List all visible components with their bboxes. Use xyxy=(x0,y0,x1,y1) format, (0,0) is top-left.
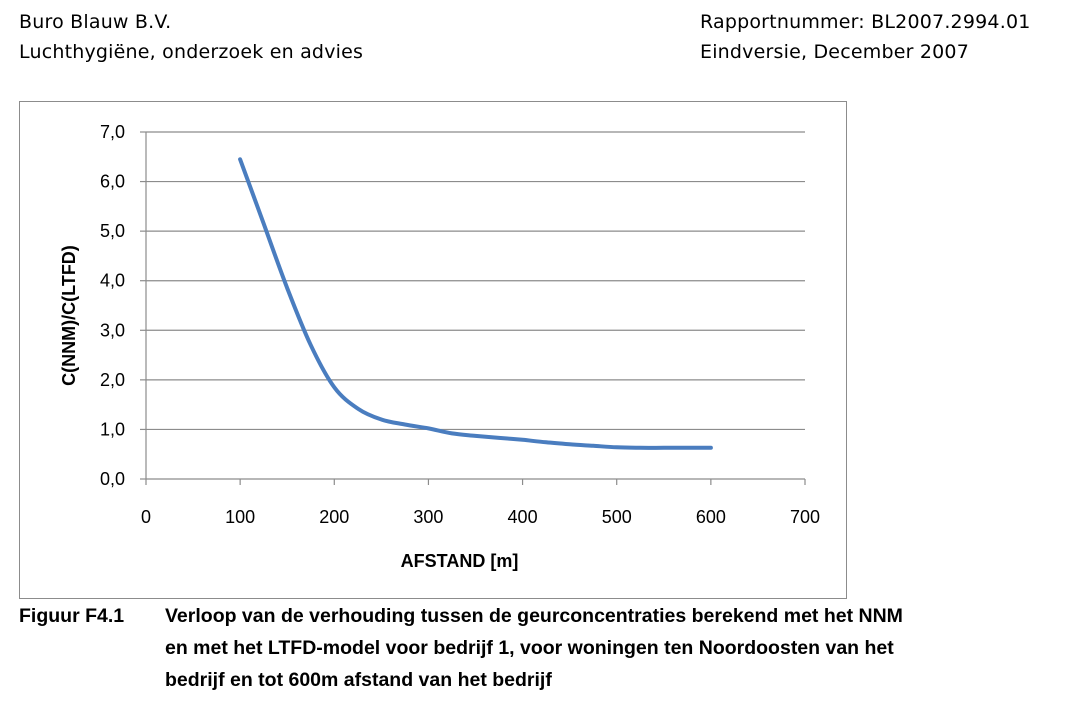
x-tick-label: 500 xyxy=(602,507,632,527)
x-axis-title: AFSTAND [m] xyxy=(401,551,519,571)
figure-label: Figuur F4.1 xyxy=(19,605,125,627)
line-chart: 0,0 1,0 2,0 3,0 4,0 5,0 6,0 7,0 0 100 200 300 400 500… xyxy=(59,122,820,571)
x-tick-label: 300 xyxy=(413,507,443,527)
y-tick-label: 7,0 xyxy=(100,122,125,142)
x-tick-label: 0 xyxy=(141,507,151,527)
y-tick-label: 0,0 xyxy=(100,469,125,489)
caption-line: Verloop van de verhouding tussen de geur… xyxy=(165,605,903,627)
company-name: Buro Blauw B.V. xyxy=(19,11,172,33)
y-tick-label: 4,0 xyxy=(100,271,125,291)
figure-caption-text: Verloop van de verhouding tussen de geur… xyxy=(165,600,1045,696)
x-tick-label: 400 xyxy=(508,507,538,527)
report-author-block: Buro Blauw B.V. Luchthygiëne, onderzoek … xyxy=(19,7,363,67)
y-tick-label: 5,0 xyxy=(100,221,125,241)
chart-frame: 0,0 1,0 2,0 3,0 4,0 5,0 6,0 7,0 0 100 200 300 400 500… xyxy=(19,101,847,599)
caption-line: en met het LTFD-model voor bedrijf 1, vo… xyxy=(165,637,894,659)
series-line xyxy=(238,157,713,450)
y-axis-title: C(NNM)/C(LTFD) xyxy=(59,245,79,386)
y-tick-label: 6,0 xyxy=(100,172,125,192)
y-tick-label: 2,0 xyxy=(100,370,125,390)
caption-line: bedrijf en tot 600m afstand van het bedr… xyxy=(165,669,552,691)
x-tick-label: 100 xyxy=(225,507,255,527)
report-info-block: Rapportnummer: BL2007.2994.01 Eindversie… xyxy=(700,7,1031,67)
y-tick-label: 1,0 xyxy=(100,419,125,439)
x-tick-label: 700 xyxy=(790,507,820,527)
report-version: Eindversie, December 2007 xyxy=(700,41,969,63)
report-number: Rapportnummer: BL2007.2994.01 xyxy=(700,11,1031,33)
company-description: Luchthygiëne, onderzoek en advies xyxy=(19,41,364,63)
y-tick-label: 3,0 xyxy=(100,320,125,340)
x-tick-label: 200 xyxy=(319,507,349,527)
x-tick-label: 600 xyxy=(696,507,726,527)
